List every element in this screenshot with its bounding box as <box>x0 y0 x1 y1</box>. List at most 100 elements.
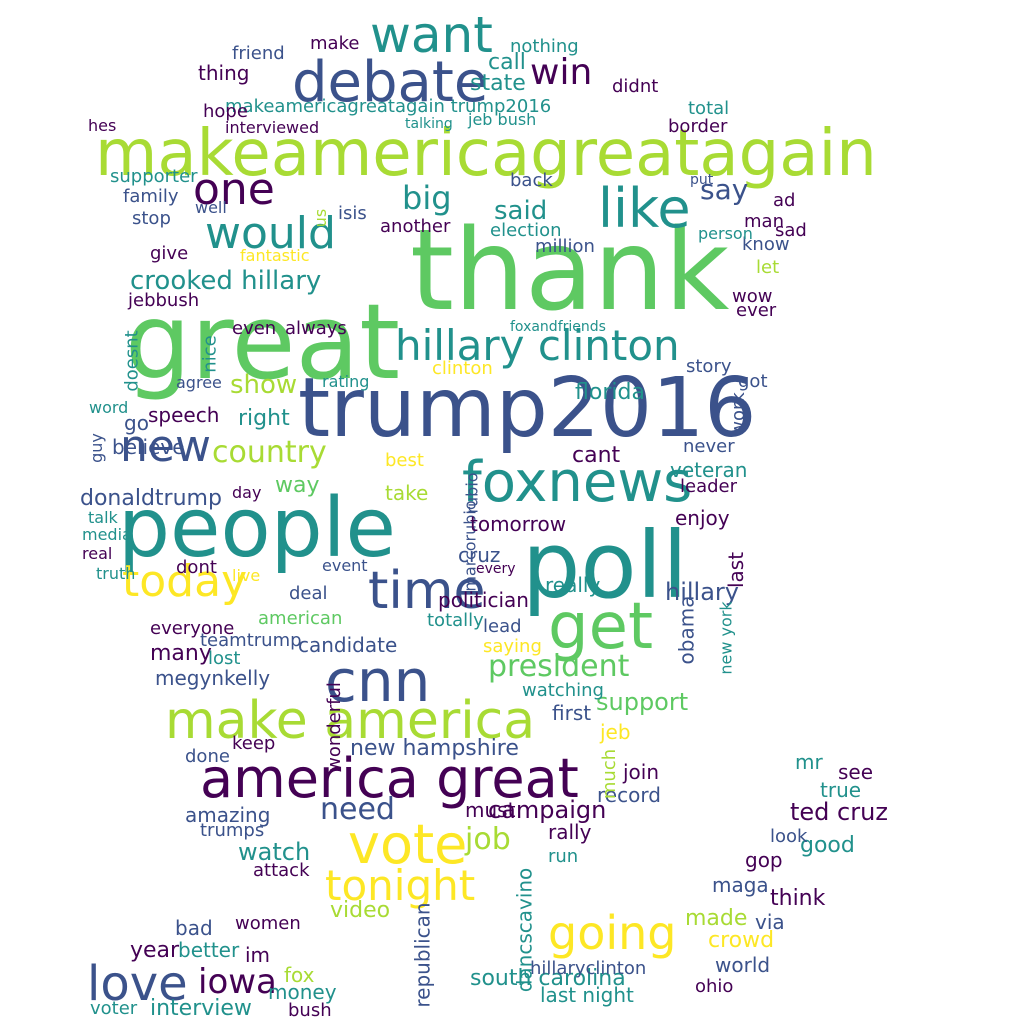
word-bad: bad <box>175 916 213 940</box>
word-even: even <box>232 318 277 339</box>
word-campaign: campaign <box>488 796 607 824</box>
word-give: give <box>150 243 189 264</box>
word-totally: totally <box>427 610 484 631</box>
word-event: event <box>322 556 368 575</box>
word-ohio: ohio <box>695 976 734 997</box>
word-way: way <box>275 473 320 498</box>
word-like: like <box>598 177 691 240</box>
word-hillary-clinton: hillary clinton <box>395 321 680 370</box>
word-hillaryclinton: hillaryclinton <box>530 958 647 979</box>
word-hes: hes <box>88 116 117 135</box>
word-jeb-bush: jeb bush <box>468 110 537 129</box>
word-voter: voter <box>90 998 138 1019</box>
word-jebbush: jebbush <box>128 290 200 311</box>
word-doesnt: doesnt <box>121 330 143 392</box>
word-join: join <box>623 760 660 784</box>
word-politician: politician <box>438 588 529 612</box>
word-fox: fox <box>284 963 315 987</box>
word-rating: rating <box>322 372 370 391</box>
word-saying: saying <box>483 636 542 657</box>
word-hope: hope <box>203 101 248 122</box>
word-obama: obama <box>674 595 699 665</box>
word-guy: guy <box>86 433 106 463</box>
word-people: people <box>118 481 396 576</box>
word-million: million <box>535 236 595 257</box>
word-talk: talk <box>88 508 118 527</box>
word-debate: debate <box>292 50 489 115</box>
word-trump2016: trump2016 <box>298 361 757 456</box>
word-right: right <box>238 406 290 431</box>
word-supporter: supporter <box>110 166 198 187</box>
word-ted-cruz: ted cruz <box>790 798 888 826</box>
word-jeb: jeb <box>600 720 631 744</box>
word-record: record <box>597 783 661 807</box>
word-work: work <box>727 392 749 436</box>
word-tonight: tonight <box>325 861 476 910</box>
word-want: want <box>370 6 493 64</box>
word-media: media <box>82 525 132 544</box>
word-wow: wow <box>732 286 773 307</box>
word-country: country <box>212 435 327 470</box>
word-money: money <box>268 980 337 1004</box>
word-made: made <box>685 906 748 931</box>
word-one: one <box>193 164 275 215</box>
word-video: video <box>330 898 391 923</box>
word-win: win <box>530 52 593 93</box>
word-cruz: cruz <box>458 543 501 567</box>
word-republican: republican <box>410 902 435 1008</box>
word-done: done <box>185 746 230 767</box>
word-iowa: iowa <box>198 962 277 1002</box>
word-donaldtrump: donaldtrump <box>80 486 222 511</box>
word-cnn: cnn <box>325 647 431 715</box>
word-everyone: everyone <box>150 618 235 639</box>
word-watching: watching <box>522 680 604 701</box>
word-cant: cant <box>572 443 621 468</box>
word-maga: maga <box>712 873 769 897</box>
word-america-great: america great <box>200 747 579 810</box>
word-make: make <box>310 33 360 54</box>
word-trumps: trumps <box>200 820 265 841</box>
word-florida: florida <box>575 380 645 405</box>
word-many: many <box>150 641 212 666</box>
word-interviewed: interviewed <box>225 118 320 137</box>
word-lost: lost <box>208 648 241 669</box>
word-didnt: didnt <box>612 76 659 97</box>
word-talking: talking <box>405 116 453 132</box>
word-said: said <box>494 196 548 226</box>
word-world: world <box>715 953 771 977</box>
word-real: real <box>82 544 113 563</box>
word-isis: isis <box>338 203 367 224</box>
word-dancscavino: dancscavino <box>512 867 537 993</box>
word-show: show <box>230 370 298 400</box>
word-family: family <box>123 186 179 207</box>
word-election: election <box>490 220 562 241</box>
word-story: story <box>686 356 732 377</box>
word-always: always <box>285 318 347 339</box>
word-hillary: hillary <box>665 578 739 606</box>
word-bush: bush <box>288 1000 332 1021</box>
word-new-hampshire: new hampshire <box>350 736 519 761</box>
word-wonderful: wonderful <box>323 682 345 772</box>
word-true: true <box>820 778 862 802</box>
word-sad: sad <box>775 220 807 241</box>
word-mr: mr <box>795 750 823 774</box>
word-look: look <box>770 826 808 847</box>
word-candidate: candidate <box>298 633 398 657</box>
word-well: well <box>195 198 227 217</box>
word-year: year <box>130 938 180 963</box>
word-american: american <box>258 608 343 629</box>
word-last: last <box>724 551 749 589</box>
word-take: take <box>385 481 429 505</box>
word-today: today <box>122 556 248 607</box>
word-border: border <box>668 116 728 137</box>
word-total: total <box>688 98 730 119</box>
word-speech: speech <box>148 403 220 427</box>
word-get: get <box>548 590 654 664</box>
word-stop: stop <box>132 208 171 229</box>
word-first: first <box>552 701 592 725</box>
word-make-america: make america <box>165 691 536 751</box>
word-let: let <box>756 257 780 278</box>
word-makeamericagreatagain-trump2016: makeamericagreatagain trump2016 <box>225 96 552 117</box>
word-love: love <box>87 956 188 1012</box>
